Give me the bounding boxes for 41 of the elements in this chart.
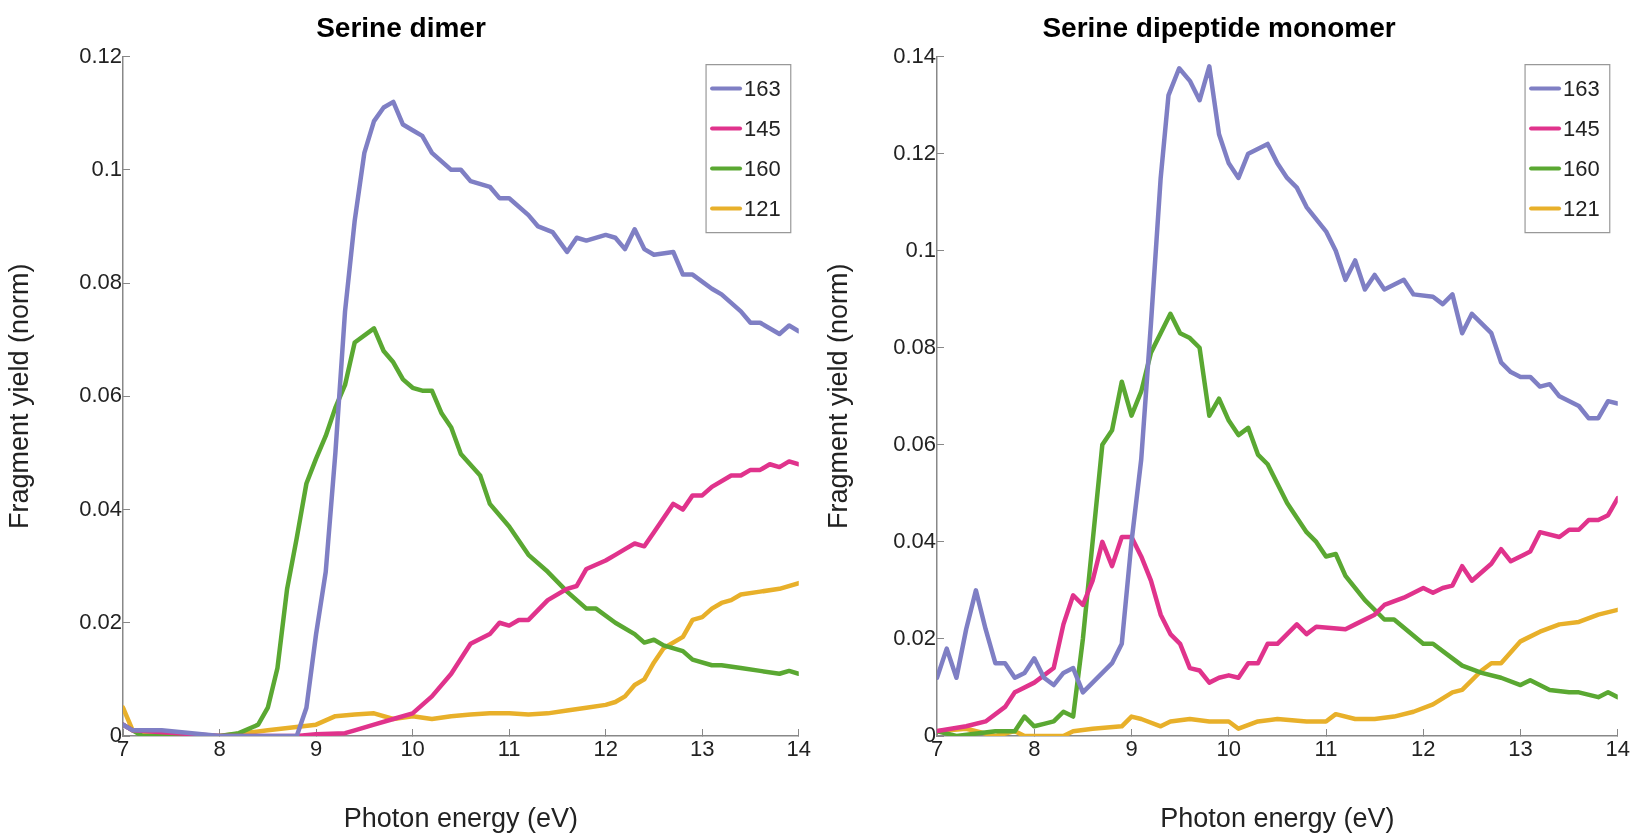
legend-label: 160 (1563, 155, 1600, 181)
x-tick-label: 14 (1605, 736, 1631, 762)
x-axis-title: Photon energy (eV) (1160, 803, 1395, 834)
y-tick-label: 0.08 (79, 269, 122, 295)
x-tick-label: 13 (689, 736, 715, 762)
x-tick-label: 11 (1314, 736, 1338, 762)
chart-title: Serine dimer (316, 11, 486, 43)
y-tick-label: 0.08 (893, 333, 936, 359)
x-tick-label: 8 (213, 736, 226, 762)
legend-label: 163 (1563, 75, 1600, 101)
y-tick-label: 0.14 (893, 42, 936, 68)
y-axis-title: Fragment yield (norm) (3, 263, 34, 530)
x-tick-label: 10 (1216, 736, 1241, 762)
y-tick-label: 0.02 (893, 625, 936, 651)
y-tick-label: 0.12 (79, 42, 122, 68)
x-axis-title: Photon energy (eV) (343, 803, 578, 834)
x-tick-label: 14 (786, 736, 812, 762)
x-tick-label: 13 (1508, 736, 1533, 762)
y-tick-label: 0.1 (91, 155, 122, 181)
y-tick-label: 0.06 (79, 382, 122, 408)
y-tick-label: 0.02 (79, 608, 122, 634)
chart-title: Serine dipeptide monomer (1042, 11, 1396, 43)
legend-label: 145 (744, 115, 781, 141)
x-tick-label: 9 (309, 736, 323, 762)
y-tick-label: 0.04 (893, 527, 936, 553)
y-tick-label: 0.1 (905, 236, 936, 262)
y-tick-label: 0.04 (79, 495, 122, 521)
legend-label: 163 (744, 75, 781, 101)
legend-label: 121 (1563, 195, 1600, 221)
x-tick-label: 10 (400, 736, 425, 762)
legend-label: 121 (744, 195, 781, 221)
legend-label: 160 (744, 155, 781, 181)
x-tick-label: 9 (1125, 736, 1138, 762)
y-tick-label: 0.12 (893, 139, 936, 165)
y-tick-label: 0.06 (893, 430, 936, 456)
x-tick-label: 11 (497, 736, 521, 762)
x-tick-label: 12 (593, 736, 618, 762)
y-axis-title: Fragment yield (norm) (822, 263, 853, 530)
x-tick-label: 8 (1028, 736, 1041, 762)
x-tick-label: 12 (1411, 736, 1436, 762)
legend-label: 145 (1563, 115, 1600, 141)
